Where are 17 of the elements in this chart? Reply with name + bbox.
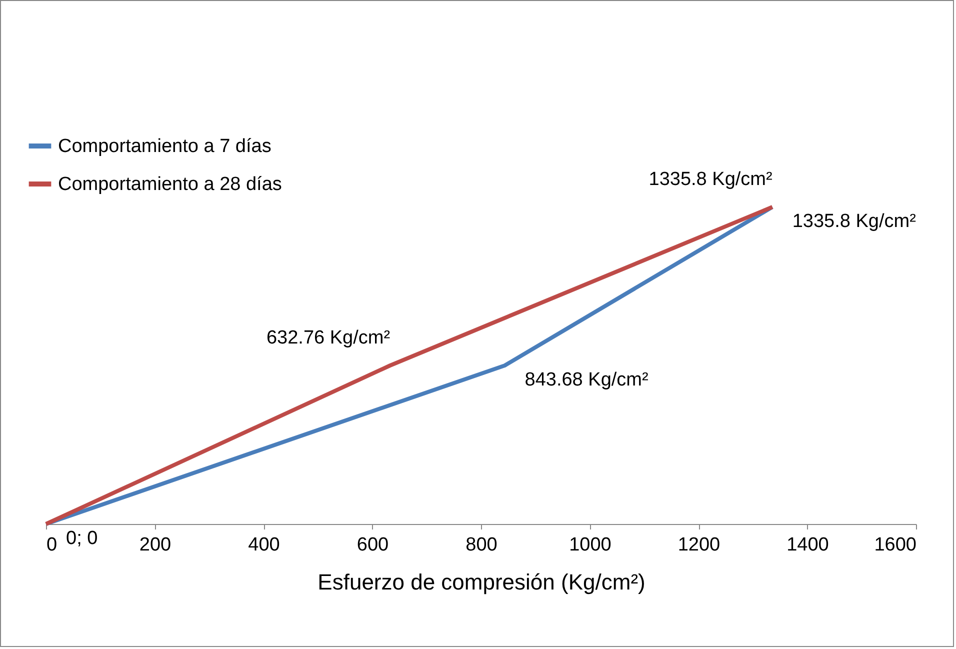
annotation: 0; 0 <box>66 528 98 549</box>
x-tick-label: 1400 <box>786 534 829 556</box>
x-tick-label: 600 <box>356 534 389 556</box>
x-tick-label: 400 <box>248 534 280 556</box>
x-tick-label: 200 <box>139 534 172 556</box>
legend-label: Comportamiento a 7 días <box>58 136 272 157</box>
x-axis-title: Esfuerzo de compresión (Kg/cm²) <box>318 570 646 594</box>
x-tick-label: 800 <box>466 534 498 556</box>
x-tick-label: 1200 <box>678 534 720 556</box>
x-tick-label: 1000 <box>569 534 612 556</box>
annotation: 1335.8 Kg/cm² <box>792 211 916 232</box>
annotation: 1335.8 Kg/cm² <box>648 169 772 190</box>
x-tick-label: 1600 <box>874 534 916 556</box>
legend-label: Comportamiento a 28 días <box>58 174 282 195</box>
annotation: 843.68 Kg/cm² <box>524 370 648 390</box>
annotation: 632.76 Kg/cm² <box>266 328 390 348</box>
x-tick-label: 0 <box>46 534 58 556</box>
